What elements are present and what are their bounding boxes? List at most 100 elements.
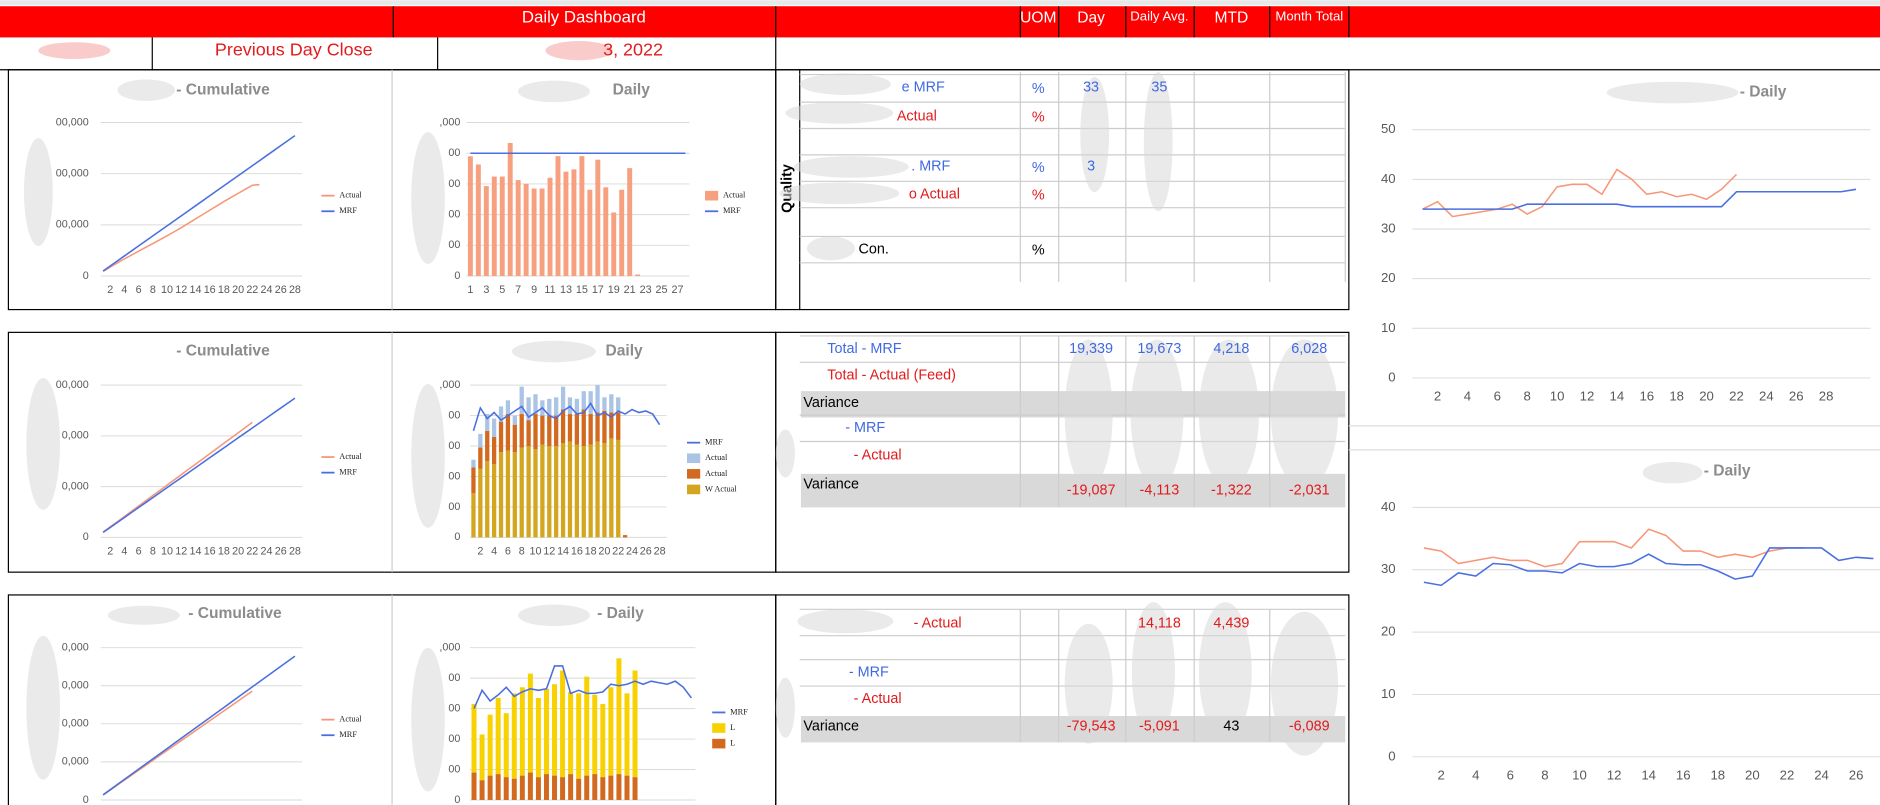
x-tick-label: 4 xyxy=(491,546,497,558)
x-tick-label: 4 xyxy=(121,546,127,558)
bar xyxy=(600,777,606,800)
bar xyxy=(533,394,538,415)
bar xyxy=(471,772,477,800)
y-tick-label: 00 xyxy=(448,501,460,513)
bar xyxy=(475,164,481,277)
x-tick-label: 7 xyxy=(515,284,521,296)
x-tick-label: 16 xyxy=(1639,389,1654,404)
x-tick-label: 11 xyxy=(544,284,555,296)
legend-swatch xyxy=(687,469,701,479)
x-tick-label: 14 xyxy=(1610,389,1625,404)
x-tick-label: 18 xyxy=(218,546,230,558)
bar xyxy=(487,714,493,776)
y-tick-label: 00 xyxy=(448,178,460,190)
bar xyxy=(560,777,566,800)
y-tick-label: 0 xyxy=(83,270,89,282)
y-tick-label: 00,000 xyxy=(56,219,89,231)
x-tick-label: 15 xyxy=(576,284,588,296)
x-tick-label: 19 xyxy=(608,284,620,296)
x-tick-label: 14 xyxy=(189,546,201,558)
y-tick-label: 0,000 xyxy=(62,680,89,692)
legend-label: MRF xyxy=(339,468,357,477)
bar xyxy=(609,412,614,439)
bar xyxy=(571,169,577,277)
x-tick-label: 17 xyxy=(592,284,604,296)
bar xyxy=(616,412,621,440)
y-tick-label: 50 xyxy=(1381,121,1396,136)
bar xyxy=(479,734,485,781)
line-series xyxy=(102,421,253,533)
bar xyxy=(491,436,497,465)
bar xyxy=(547,446,552,538)
x-tick-label: 8 xyxy=(150,546,156,558)
bar xyxy=(595,412,600,442)
legend-label: Actual xyxy=(339,715,362,724)
x-tick-label: 6 xyxy=(136,546,142,558)
bar xyxy=(619,189,625,277)
bar xyxy=(560,386,566,410)
bar xyxy=(608,775,614,800)
x-tick-label: 6 xyxy=(136,284,142,296)
bar xyxy=(512,452,517,538)
bar xyxy=(478,447,483,469)
x-tick-label: 16 xyxy=(204,284,216,296)
x-tick-label: 8 xyxy=(519,546,525,558)
x-tick-label: 2 xyxy=(1438,767,1445,782)
cell-value: -6,089 xyxy=(1289,719,1330,735)
cell-value: 6,028 xyxy=(1291,341,1327,357)
bar xyxy=(519,775,525,800)
legend-label: MRF xyxy=(339,730,357,739)
row-label: Total - MRF xyxy=(827,341,901,357)
cell-value: % xyxy=(1032,160,1045,176)
y-tick-label: ,000 xyxy=(439,379,460,391)
bar xyxy=(526,420,531,447)
x-tick-label: 24 xyxy=(1814,767,1829,782)
bar xyxy=(595,159,601,277)
x-tick-label: 12 xyxy=(175,284,187,296)
x-tick-label: 26 xyxy=(1789,389,1804,404)
column-header: Month Total xyxy=(1275,9,1343,24)
x-tick-label: 10 xyxy=(1550,389,1565,404)
row-highlight xyxy=(800,473,1346,508)
line-series xyxy=(102,183,260,273)
y-tick-label: 00,000 xyxy=(56,116,89,128)
bar xyxy=(574,444,579,538)
x-tick-label: 9 xyxy=(531,284,537,296)
legend-label: W Actual xyxy=(705,484,737,493)
bar xyxy=(555,156,561,277)
x-tick-label: 18 xyxy=(218,284,230,296)
row-label: o Actual xyxy=(909,186,960,202)
bar xyxy=(576,693,582,779)
bar xyxy=(608,687,614,776)
bar xyxy=(587,189,593,277)
bar xyxy=(499,176,505,277)
bar xyxy=(526,397,531,421)
bar xyxy=(576,778,582,800)
x-tick-label: 3 xyxy=(483,284,489,296)
bar xyxy=(478,468,483,538)
x-tick-label: 20 xyxy=(598,546,610,558)
redacted xyxy=(545,41,613,61)
bar xyxy=(498,452,504,538)
column-header: Day xyxy=(1077,9,1105,26)
x-tick-label: 20 xyxy=(1699,389,1714,404)
chart-title: - Daily xyxy=(1704,463,1751,480)
bar xyxy=(535,777,541,800)
report-date: 3, 2022 xyxy=(603,39,663,59)
bar xyxy=(602,442,607,538)
bar xyxy=(632,777,638,800)
line-series xyxy=(473,665,693,709)
bar xyxy=(471,704,477,773)
x-tick-label: 8 xyxy=(150,284,156,296)
bar xyxy=(491,464,497,538)
redactions xyxy=(23,72,1739,792)
bar xyxy=(495,697,501,775)
x-tick-label: 4 xyxy=(121,284,127,296)
subtitle: Previous Day Close xyxy=(215,39,373,59)
x-tick-label: 20 xyxy=(232,546,244,558)
x-tick-label: 24 xyxy=(261,284,273,296)
bar xyxy=(592,694,598,775)
cell-value: 14,118 xyxy=(1138,616,1181,632)
cell-value: % xyxy=(1032,110,1045,126)
y-tick-label: 0,000 xyxy=(62,642,89,654)
